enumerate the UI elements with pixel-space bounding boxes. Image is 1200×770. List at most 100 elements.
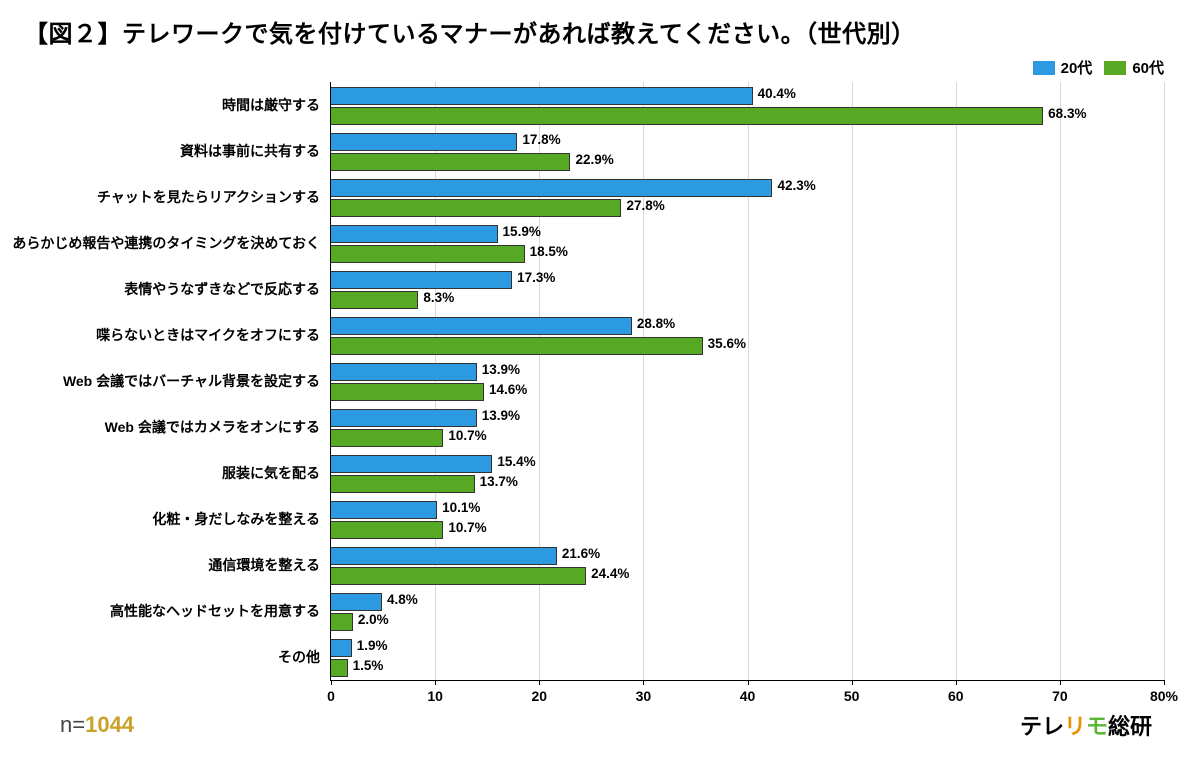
brand-part-2: リ (1064, 714, 1086, 739)
bar-20s (331, 317, 632, 335)
bar-value: 1.9% (357, 638, 388, 653)
chart-row: 40.4% 68.3% (331, 82, 1164, 128)
brand-logo: テレリモ総研 (1020, 709, 1152, 741)
tick-mark (956, 680, 957, 685)
bar-20s (331, 455, 492, 473)
chart-row: 42.3%27.8% (331, 174, 1164, 220)
bar-20s (331, 501, 437, 519)
tick-mark (748, 680, 749, 685)
bar-60s (331, 245, 525, 263)
category-labels: 時間は厳守する資料は事前に共有するチャットを見たらリアクションするあらかじめ報告… (0, 82, 330, 680)
chart-row: 15.4%13.7% (331, 450, 1164, 496)
plot-area: 01020304050607080%40.4%68.3%17.8%22.9%42… (330, 82, 1164, 681)
legend-item-20s: 20代 (1033, 57, 1093, 78)
category-label: 表情やうなずきなどで反応する (0, 266, 330, 312)
x-tick: 20 (531, 688, 547, 704)
chart-title: 【図２】テレワークで気を付けているマナーがあれば教えてください。（世代別） (0, 0, 1200, 57)
category-label: チャットを見たらリアクションする (0, 174, 330, 220)
footer: n=1044 テレリモ総研 (0, 681, 1200, 741)
tick-mark (435, 680, 436, 685)
chart-row: 17.8% 22.9% (331, 128, 1164, 174)
category-label: 通信環境を整える (0, 542, 330, 588)
x-tick: 70 (1052, 688, 1068, 704)
legend-swatch-20s (1033, 61, 1055, 75)
bar-20s (331, 133, 517, 151)
brand-part-4: 総研 (1108, 714, 1152, 739)
x-tick: 50 (844, 688, 860, 704)
bar-20s (331, 225, 498, 243)
bar-20s (331, 639, 352, 657)
bar-value: 8.3% (423, 290, 454, 305)
category-label: 高性能なヘッドセットを用意する (0, 588, 330, 634)
bar-60s (331, 475, 475, 493)
bar-60s (331, 567, 586, 585)
bar-value: 10.1% (442, 500, 480, 515)
category-label: あらかじめ報告や連携のタイミングを決めておく (0, 220, 330, 266)
chart-row: 13.9%10.7% (331, 404, 1164, 450)
bar-20s (331, 409, 477, 427)
legend-swatch-60s (1104, 61, 1126, 75)
bar-value: 13.9% (482, 362, 520, 377)
tick-mark (852, 680, 853, 685)
x-tick: 30 (636, 688, 652, 704)
category-label: 服装に気を配る (0, 450, 330, 496)
bar-value: 2.0% (358, 612, 389, 627)
legend-label-60s: 60代 (1132, 57, 1164, 78)
x-tick: 60 (948, 688, 964, 704)
legend: 20代 60代 (0, 57, 1200, 82)
chart-row: 21.6% 24.4% (331, 542, 1164, 588)
x-tick: 80% (1150, 688, 1178, 704)
chart-row: 4.8% 2.0% (331, 588, 1164, 634)
bar-value: 18.5% (530, 244, 568, 259)
chart-row: 28.8% 35.6% (331, 312, 1164, 358)
chart-row: 1.9% 1.5% (331, 634, 1164, 680)
bar-value: 17.8% (522, 132, 560, 147)
bar-20s (331, 179, 772, 197)
category-label: 化粧・身だしなみを整える (0, 496, 330, 542)
bar-value: 10.7% (448, 428, 486, 443)
chart: 時間は厳守する資料は事前に共有するチャットを見たらリアクションするあらかじめ報告… (0, 82, 1200, 681)
bar-60s (331, 659, 348, 677)
category-label: 資料は事前に共有する (0, 128, 330, 174)
bar-20s (331, 363, 477, 381)
tick-mark (643, 680, 644, 685)
bar-value: 15.9% (503, 224, 541, 239)
bar-value: 24.4% (591, 566, 629, 581)
bar-60s (331, 199, 621, 217)
bar-value: 17.3% (517, 270, 555, 285)
bar-value: 27.8% (626, 198, 664, 213)
bar-value: 35.6% (708, 336, 746, 351)
bar-60s (331, 521, 443, 539)
bar-value: 22.9% (575, 152, 613, 167)
category-label: Web 会議ではカメラをオンにする (0, 404, 330, 450)
bar-60s (331, 429, 443, 447)
bar-value: 28.8% (637, 316, 675, 331)
bar-value: 13.7% (480, 474, 518, 489)
tick-mark (1164, 680, 1165, 685)
chart-row: 13.9%14.6% (331, 358, 1164, 404)
bar-value: 1.5% (353, 658, 384, 673)
bar-20s (331, 593, 382, 611)
bar-value: 21.6% (562, 546, 600, 561)
bar-20s (331, 547, 557, 565)
brand-part-3: モ (1086, 714, 1108, 739)
bar-value: 68.3% (1048, 106, 1086, 121)
sample-size: n=1044 (60, 712, 134, 738)
bar-value: 4.8% (387, 592, 418, 607)
bar-20s (331, 271, 512, 289)
bar-value: 40.4% (758, 86, 796, 101)
chart-row: 17.3% 8.3% (331, 266, 1164, 312)
bar-60s (331, 383, 484, 401)
n-label: n= (60, 712, 85, 737)
x-tick: 40 (740, 688, 756, 704)
bar-60s (331, 153, 570, 171)
category-label: その他 (0, 634, 330, 680)
legend-item-60s: 60代 (1104, 57, 1164, 78)
bar-value: 10.7% (448, 520, 486, 535)
bar-20s (331, 87, 753, 105)
category-label: 時間は厳守する (0, 82, 330, 128)
n-value: 1044 (85, 712, 134, 737)
bar-60s (331, 291, 418, 309)
gridline (1164, 82, 1165, 680)
tick-mark (1060, 680, 1061, 685)
